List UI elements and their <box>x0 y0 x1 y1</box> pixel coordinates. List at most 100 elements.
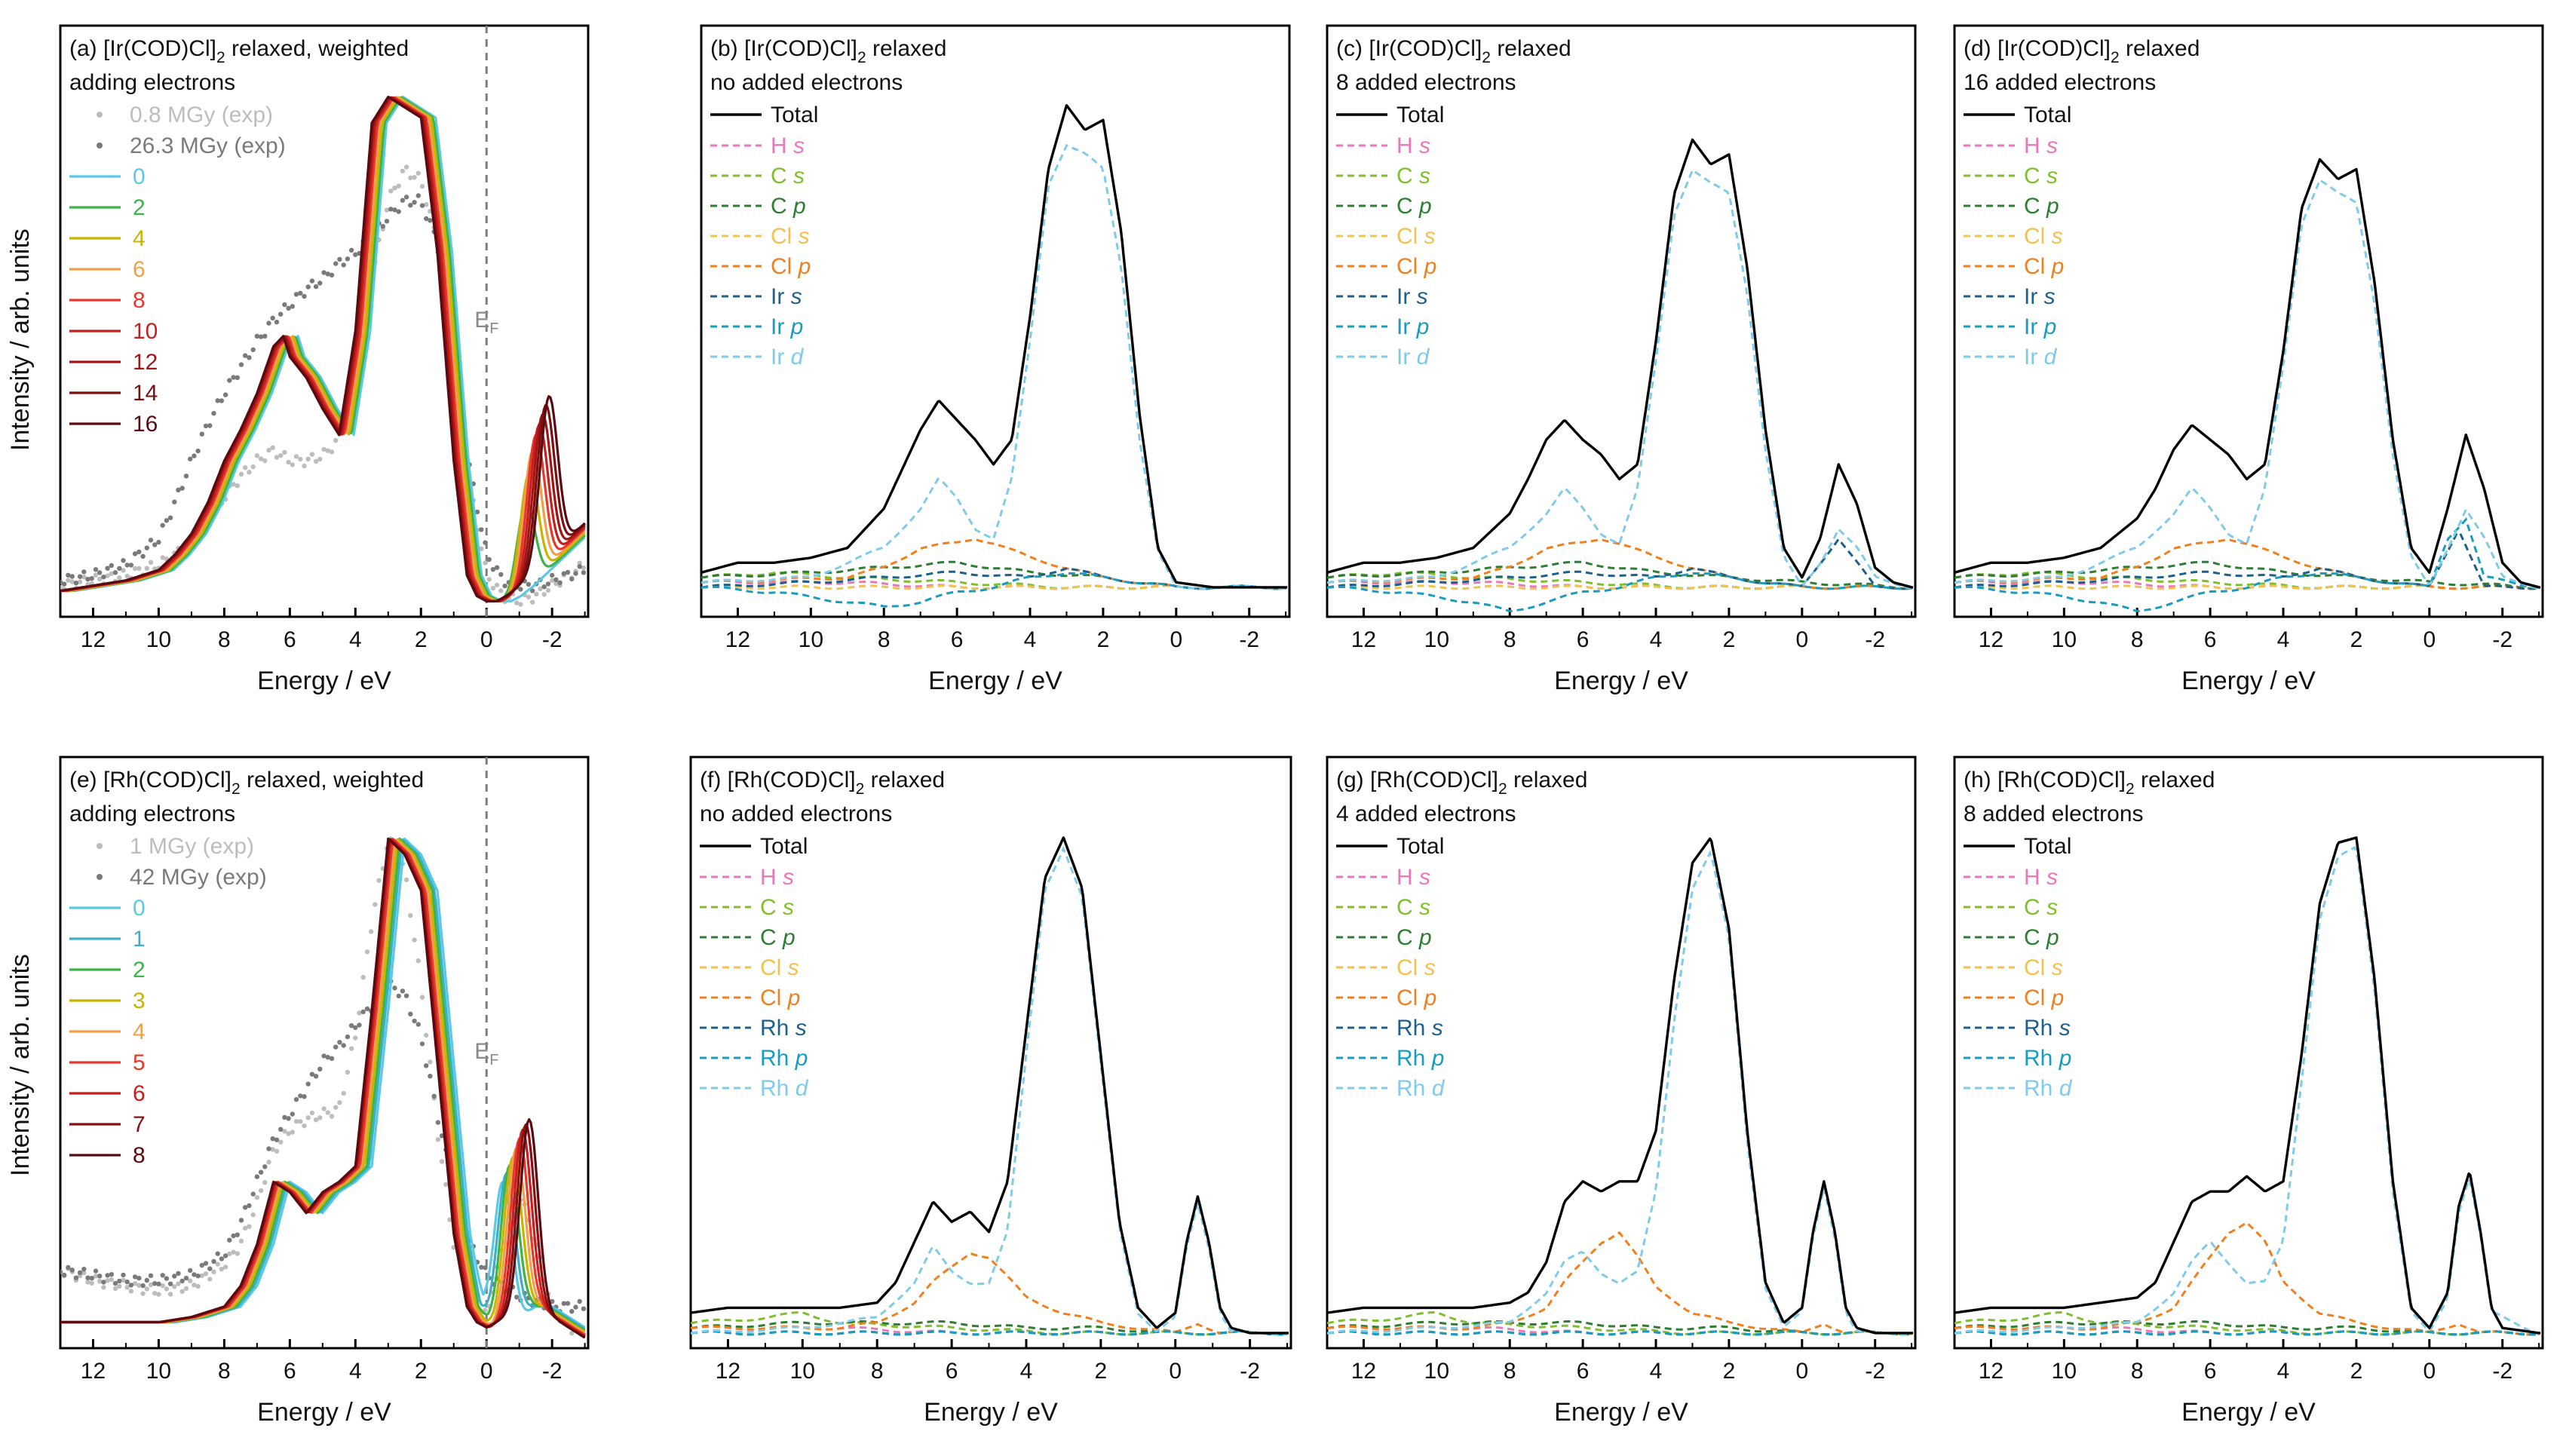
x-tick-label: -2 <box>1865 1359 1885 1384</box>
legend-entry: 8 <box>69 288 146 313</box>
exp-point <box>238 1218 244 1223</box>
legend-label: Ir p <box>771 314 803 339</box>
legend-label: Cl p <box>1396 254 1436 279</box>
legend-entry: Ir p <box>710 314 803 339</box>
x-tick-label: 2 <box>1723 627 1736 652</box>
exp-point <box>203 423 209 429</box>
legend-label: 3 <box>133 989 146 1013</box>
exp-point <box>207 423 213 428</box>
exp-point <box>534 591 539 596</box>
exp-point <box>69 574 75 579</box>
exp-point <box>81 1270 87 1276</box>
exp-point <box>172 1284 177 1289</box>
exp-point <box>364 949 370 955</box>
legend-label: Ir s <box>771 284 802 309</box>
x-tick-label: 0 <box>480 627 493 652</box>
exp-point <box>101 1285 106 1290</box>
exp-point <box>219 1256 225 1261</box>
exp-point <box>262 458 268 464</box>
exp-point <box>550 1298 555 1304</box>
x-tick-label: 4 <box>1024 627 1037 652</box>
exp-point <box>199 1273 204 1279</box>
exp-point <box>333 261 339 266</box>
exp-point <box>573 571 578 576</box>
fermi-label: EF <box>474 308 498 337</box>
exp-point <box>222 392 228 397</box>
exp-point <box>494 565 500 570</box>
exp-point <box>136 566 142 572</box>
exp-point <box>124 562 130 568</box>
exp-point <box>302 463 307 469</box>
exp-point <box>392 985 397 991</box>
legend-label: Rh d <box>1396 1076 1446 1101</box>
exp-point <box>211 1258 216 1264</box>
exp-point <box>353 1035 358 1041</box>
legend-label: Total <box>1396 834 1444 859</box>
exp-point <box>498 588 504 593</box>
legend-label: Cl p <box>760 985 800 1010</box>
legend-entry: H s <box>1964 865 2058 890</box>
exp-point <box>117 1283 122 1289</box>
legend-label: 4 <box>133 226 146 251</box>
exp-point <box>325 448 330 453</box>
panel-subtitle: 16 added electrons <box>1964 70 2156 95</box>
plot-frame <box>1326 756 1917 1350</box>
exp-point <box>357 1022 362 1028</box>
pdos-curve <box>701 143 1286 590</box>
exp-point <box>167 1281 173 1286</box>
x-tick-label: 10 <box>799 627 823 652</box>
exp-point <box>290 1130 295 1135</box>
legend-label: Rh s <box>2024 1016 2071 1041</box>
panel-subtitle: adding electrons <box>69 802 235 826</box>
exp-point <box>298 1093 303 1099</box>
panel-title: (b) [Ir(COD)Cl]2 relaxed <box>710 36 946 66</box>
x-tick-label: 6 <box>284 627 296 652</box>
x-tick-label: 12 <box>725 627 750 652</box>
x-tick-label: 0 <box>480 1359 493 1384</box>
exp-point <box>250 347 256 352</box>
exp-point <box>109 1277 114 1283</box>
exp-point <box>317 456 323 462</box>
exp-point <box>183 474 189 479</box>
exp-point <box>483 560 488 566</box>
pdos-curve <box>1954 560 2540 590</box>
exp-point <box>541 584 547 590</box>
pdos-curve <box>1327 538 1912 590</box>
plot-area <box>1327 837 1914 1336</box>
exp-point <box>424 1032 429 1038</box>
exp-point <box>329 272 335 277</box>
exp-point <box>69 1267 75 1273</box>
exp-point <box>231 1249 236 1255</box>
exp-point <box>109 1272 114 1277</box>
x-tick-label: -2 <box>1865 627 1885 652</box>
exp-point <box>215 398 220 403</box>
exp-point <box>148 538 154 543</box>
exp-point <box>250 464 256 470</box>
exp-point <box>97 576 103 581</box>
legend-label: 1 MGy (exp) <box>130 834 254 859</box>
exp-point <box>305 1081 311 1087</box>
exp-point <box>561 571 566 576</box>
x-tick-label: 10 <box>790 1359 815 1384</box>
legend-entry: C s <box>700 895 794 920</box>
exp-point <box>286 1131 291 1136</box>
exp-point <box>577 564 582 569</box>
plot-frame <box>1953 24 2544 618</box>
legend-entry: Cl s <box>1336 955 1436 980</box>
x-tick-label: 0 <box>2423 1359 2436 1384</box>
legend-label: H s <box>1396 133 1430 158</box>
panel-c: 12 10 8 6 4 2 0 -2 Energy / eV (c) [Ir(COD)Cl]2 r… <box>1326 24 1917 695</box>
exp-point <box>254 1174 260 1179</box>
exp-point <box>222 1253 228 1258</box>
legend-label: Total <box>1396 103 1444 127</box>
exp-point <box>412 200 417 205</box>
exp-point <box>337 1040 342 1045</box>
panel-title: (d) [Ir(COD)Cl]2 relaxed <box>1964 36 2200 66</box>
exp-point <box>333 1105 339 1110</box>
legend-label: C p <box>2024 194 2059 219</box>
legend-entry: Rh p <box>1336 1046 1444 1071</box>
exp-point <box>341 1090 346 1096</box>
legend-label: Rh p <box>2024 1046 2071 1071</box>
exp-point <box>243 353 248 358</box>
